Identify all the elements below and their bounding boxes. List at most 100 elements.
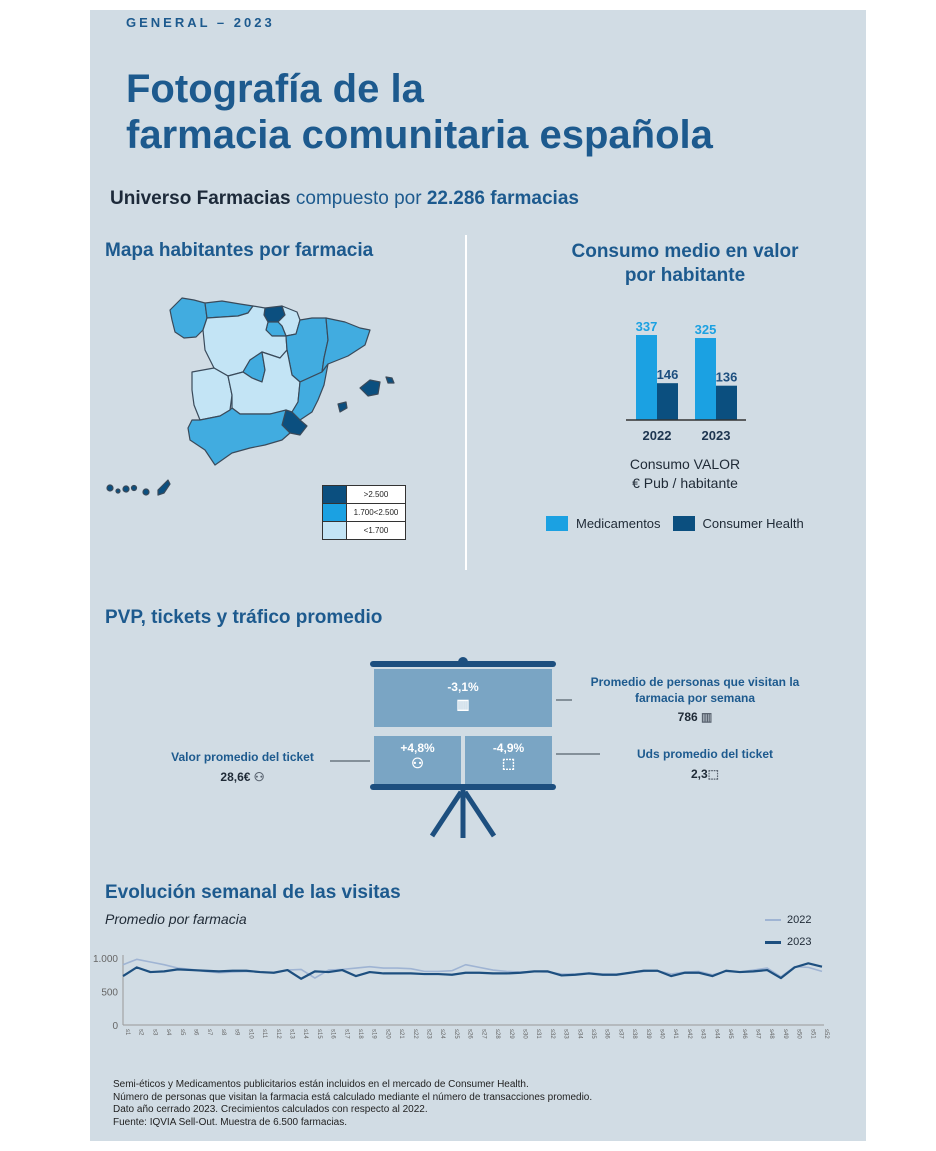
region-baleares [359,379,381,397]
x-tick-label: s30 [521,1029,527,1039]
consumo-title-line-1: Consumo medio en valor [571,241,799,262]
region-cataluna [321,317,371,373]
bar-medicamentos [636,335,657,420]
legend-2023: 2023 [765,931,811,953]
consumo-bar-chart: 337 146 2022 325 136 2023 [626,319,746,443]
x-tick-label: s13 [288,1029,294,1039]
x-tick-label: s42 [686,1029,692,1039]
legend-label: >2.500 [363,490,389,499]
box-icon: ⬚ [501,755,516,771]
ticket-value-info: Valor promedio del ticket 28,6€ ⚇ [150,750,335,784]
legend-swatch [765,919,781,922]
x-tick-label: s27 [480,1029,486,1039]
map-legend-row: <1.700 [323,522,405,539]
units-value: 2,3 [690,767,708,781]
universe-label: Universo Farmacias [110,188,291,209]
bar-value-label: 325 [695,322,717,337]
x-tick-label: s37 [617,1029,623,1039]
caption-line-1: Consumo VALOR [629,456,741,472]
easel-graphic [330,657,600,838]
legend-label: 2022 [787,914,812,926]
visits-line-chart: 0 500 1.000 s1 s2 s3 s4 s5 s6 s7 s8 s9 s10 s11 s12 s13 s… [93,954,829,1039]
bar-value-label: 146 [657,367,679,382]
y-tick-label: 0 [112,1021,118,1032]
x-tick-label: s7 [206,1029,212,1036]
x-tick-label: 2023 [702,428,731,443]
visits-change-value: -3,1% [447,680,479,694]
x-tick-label: s4 [165,1029,171,1036]
title-line-1: Fotografía de la [126,67,424,111]
x-tick-label: s23 [426,1029,432,1039]
infographic-card [90,10,866,1141]
x-tick-label: s5 [179,1029,185,1036]
x-tick-label: s24 [439,1029,445,1039]
evolucion-title: Evolución semanal de las visitas [105,882,401,903]
legend-medicamentos: Medicamentos [546,516,661,531]
region-andalucia [187,407,291,466]
evolucion-subtitle: Promedio por farmacia [105,911,247,927]
bar-legend: Medicamentos Consumer Health [546,516,804,531]
y-tick-label: 1.000 [93,954,118,965]
footnote: Dato año cerrado 2023. Crecimientos calc… [113,1104,428,1115]
visits-info: Promedio de personas que visitan la farm… [570,675,820,724]
x-tick-label: s8 [220,1029,226,1036]
visits-label-line-1: Promedio de personas que visitan la [590,675,800,689]
x-tick-label: s25 [453,1029,459,1039]
bar-medicamentos [695,338,716,420]
x-tick-label: s2 [138,1029,144,1036]
y-tick-label: 500 [101,988,118,999]
x-tick-label: s21 [398,1029,404,1039]
spain-map [106,297,395,496]
x-tick-label: s38 [631,1029,637,1039]
eyebrow: GENERAL – 2023 [126,15,275,30]
legend-consumer-health: Consumer Health [672,516,804,531]
x-tick-label: s50 [796,1029,802,1039]
map-legend-row: >2.500 [323,486,405,504]
footnotes: Semi-éticos y Medicamentos publicitarios… [113,1079,592,1129]
legend-label: 1.700<2.500 [353,508,399,517]
x-tick-label: s22 [412,1029,418,1039]
units-change-value: -4,9% [492,741,525,755]
consumo-caption: Consumo VALOR € Pub / habitante [560,455,810,493]
x-tick-label: s14 [302,1029,308,1039]
x-tick-label: s46 [741,1029,747,1039]
person-coins-icon: ⚇ [253,770,265,784]
x-tick-label: s51 [809,1029,815,1039]
x-tick-label: s28 [494,1029,500,1039]
x-tick-label: s16 [330,1029,336,1039]
x-tick-label: s44 [713,1029,719,1039]
x-tick-label: s20 [384,1029,390,1039]
x-tick-label: s36 [604,1029,610,1039]
universe-count: 22.286 farmacias [426,188,579,209]
pvp-title: PVP, tickets y tráfico promedio [105,607,383,628]
footnote: Número de personas que visitan la farmac… [113,1091,593,1103]
region-valencia [291,363,329,421]
bar-value-label: 136 [716,370,738,385]
legend-label: 2023 [787,936,812,948]
x-tick-label: s32 [549,1029,555,1039]
bar-chart-icon: ▥ [701,710,713,724]
x-tick-label: s19 [371,1029,377,1039]
x-tick-label: s6 [193,1029,199,1036]
caption-line-2: € Pub / habitante [632,475,738,491]
region-baleares-ibiza [337,401,348,413]
x-tick-label: s12 [275,1029,281,1039]
title-line-2: farmacia comunitaria española [126,113,713,157]
ticket-value-label: Valor promedio del ticket [171,750,314,764]
x-tick-label: s1 [124,1029,130,1036]
visits-value: 786 [677,710,698,724]
line-legend: 2022 2023 [765,909,811,953]
x-tick-label: s31 [535,1029,541,1039]
legend-swatch [765,940,781,944]
x-tick-label: s39 [645,1029,651,1039]
bar-consumer-health [657,383,678,420]
legend-label: Consumer Health [702,516,804,531]
x-tick-label: s41 [672,1029,678,1039]
x-tick-label: s11 [261,1029,267,1039]
region-baleares-menorca [385,376,395,384]
x-tick-label: s40 [659,1029,665,1039]
x-tick-label: 2022 [643,428,672,443]
x-tick-label: s52 [823,1029,829,1039]
x-tick-label: s35 [590,1029,596,1039]
page-title: Fotografía de la farmacia comunitaria es… [126,66,713,158]
